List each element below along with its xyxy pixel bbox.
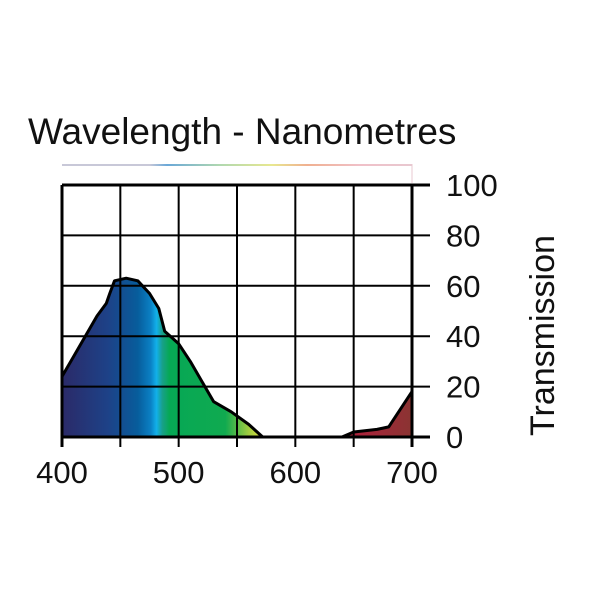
chart-title: Wavelength - Nanometres [28,111,456,152]
grid [60,183,430,447]
y-tick-label: 60 [446,269,480,304]
spectrum-strip [62,164,412,166]
x-tick-label: 600 [269,455,321,490]
y-tick-label: 0 [446,420,463,455]
y-tick-label: 100 [446,168,498,203]
y-axis-label: Transmission [524,235,562,436]
y-tick-label: 40 [446,319,480,354]
x-tick-label: 500 [153,455,205,490]
y-tick-label: 20 [446,370,480,405]
y-tick-label: 80 [446,218,480,253]
x-tick-label: 700 [386,455,438,490]
x-tick-label: 400 [36,455,88,490]
